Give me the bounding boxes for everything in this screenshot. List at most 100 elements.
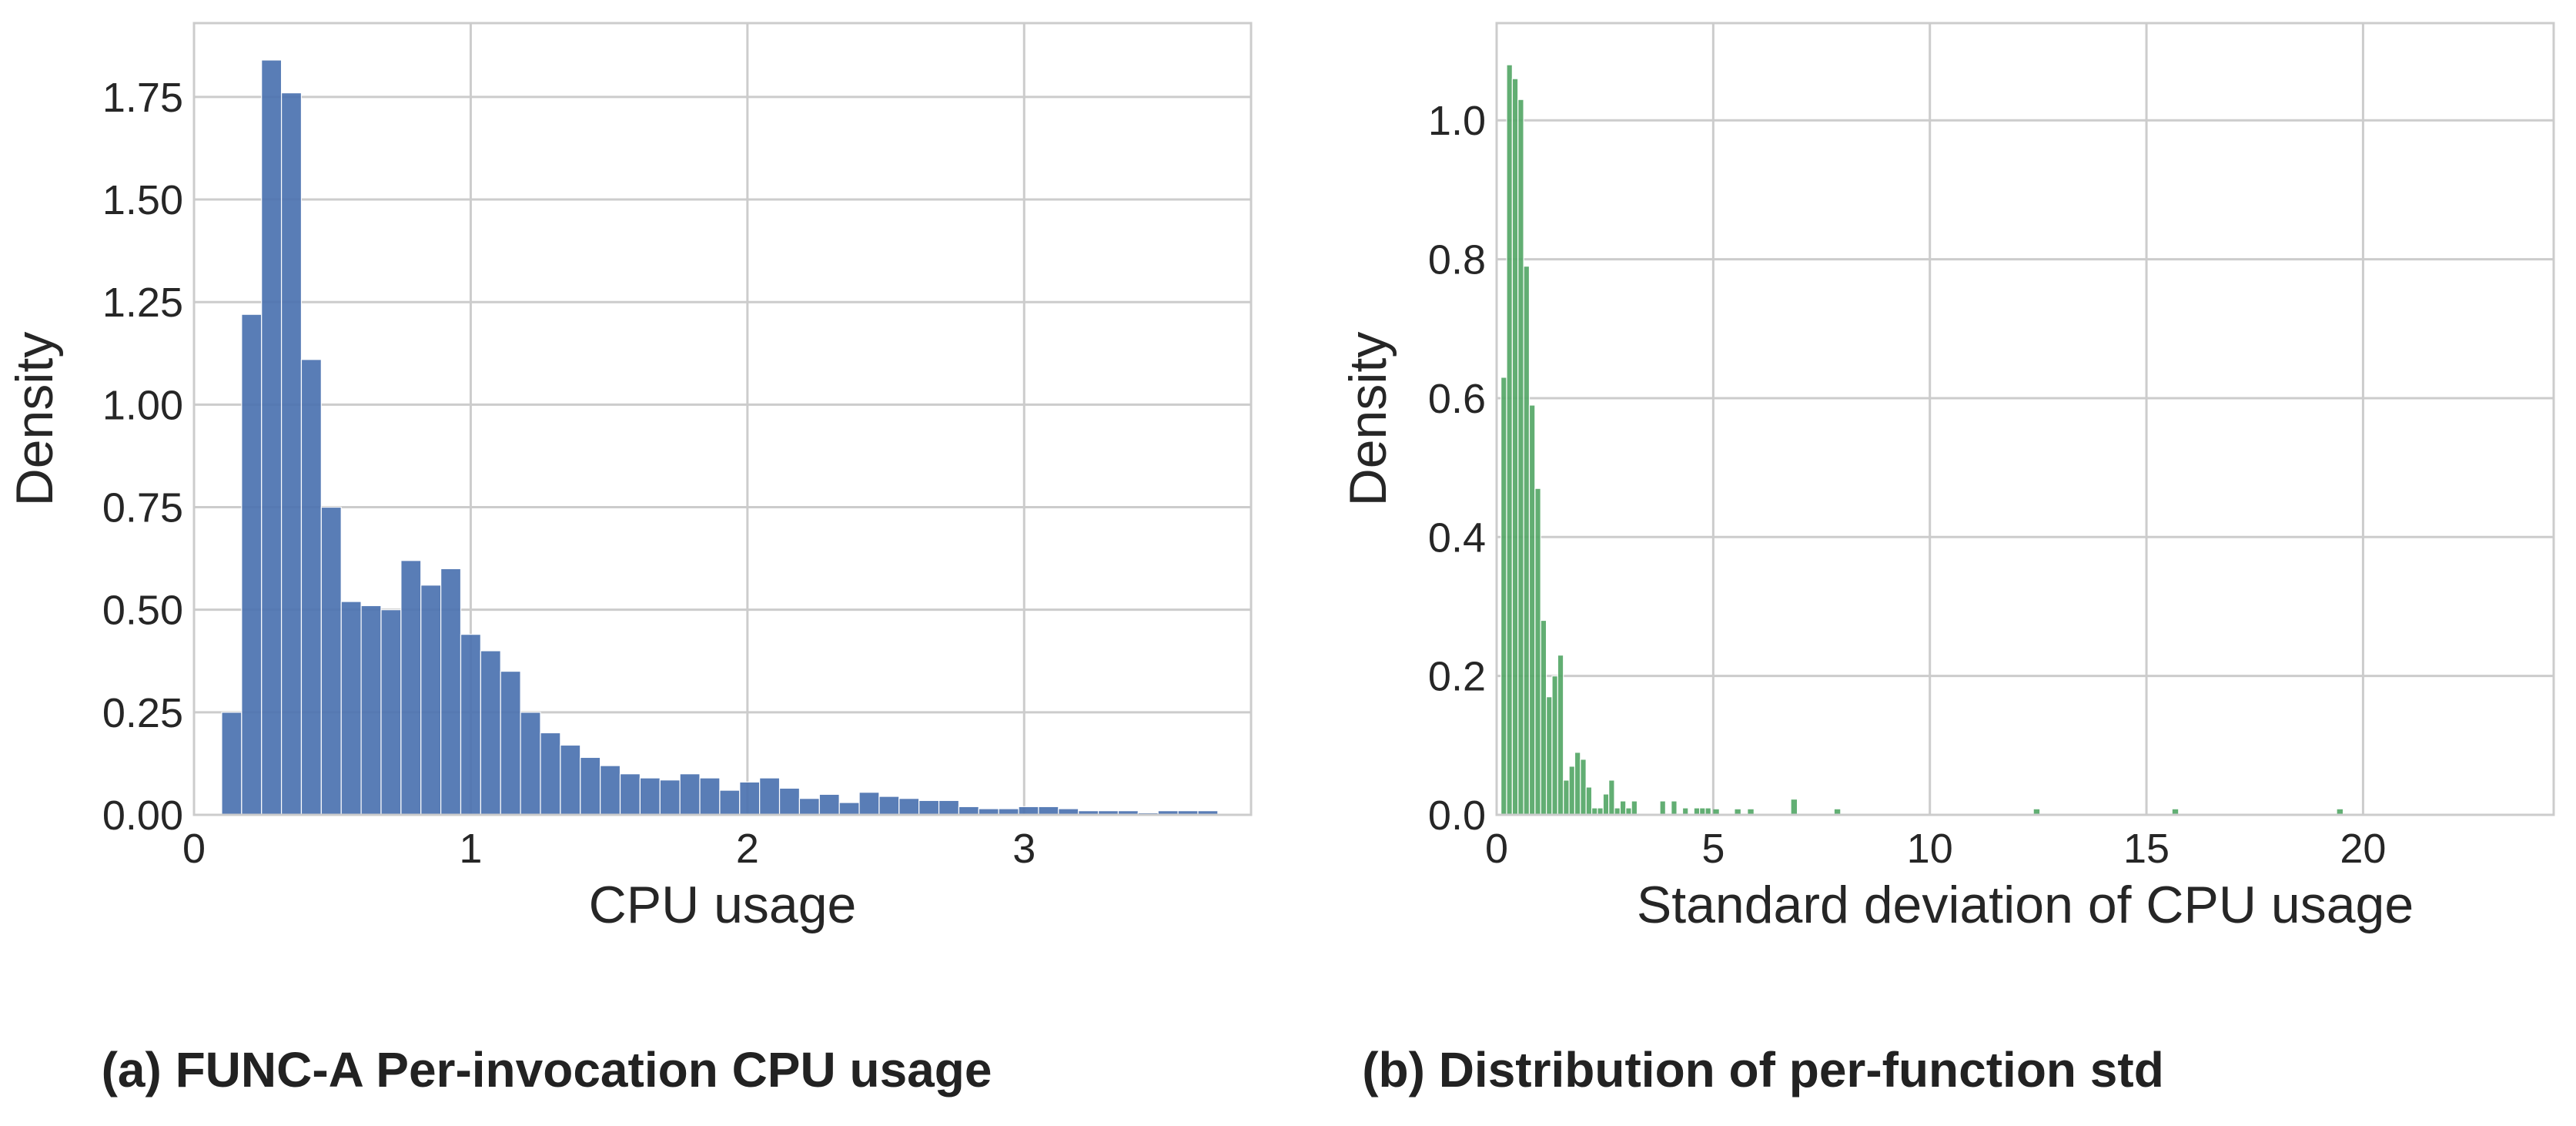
bar bbox=[639, 777, 661, 816]
x-tick-label: 0 bbox=[1485, 826, 1508, 872]
bar bbox=[699, 777, 721, 816]
y-tick-label: 1.75 bbox=[102, 75, 183, 121]
y-tick-label: 1.0 bbox=[1428, 98, 1486, 144]
bar bbox=[520, 712, 541, 816]
bar bbox=[739, 781, 761, 816]
bar bbox=[280, 92, 303, 816]
y-tick-label: 0.75 bbox=[102, 485, 183, 531]
bar bbox=[380, 609, 402, 816]
bar bbox=[480, 650, 501, 816]
x-tick-label: 1 bbox=[459, 826, 482, 872]
bar bbox=[360, 605, 382, 816]
bar bbox=[580, 756, 601, 816]
bar bbox=[759, 777, 781, 816]
bar bbox=[1563, 779, 1570, 816]
bar bbox=[1619, 800, 1627, 816]
bar bbox=[1557, 654, 1564, 816]
bar bbox=[958, 806, 979, 816]
bar bbox=[1580, 759, 1587, 816]
bar bbox=[1511, 78, 1519, 816]
bar bbox=[1713, 809, 1719, 815]
bar bbox=[261, 59, 283, 816]
x-tick-labels: 0 5 10 15 20 bbox=[1485, 826, 2386, 872]
bar bbox=[1038, 806, 1059, 816]
bar bbox=[500, 670, 521, 816]
bar bbox=[938, 799, 960, 816]
bar bbox=[1659, 800, 1666, 816]
bar bbox=[1551, 675, 1558, 816]
x-tick-label: 10 bbox=[1907, 826, 1953, 872]
caption-a: (a) FUNC-A Per-invocation CPU usage bbox=[101, 1042, 992, 1098]
plot-frame bbox=[1495, 22, 2555, 816]
bar bbox=[1602, 793, 1610, 816]
bar bbox=[1540, 619, 1547, 816]
bar bbox=[440, 568, 462, 816]
bar bbox=[1735, 809, 1741, 815]
bar bbox=[838, 802, 860, 816]
bar bbox=[1534, 488, 1541, 816]
bar bbox=[560, 744, 581, 816]
x-tick-label: 20 bbox=[2340, 826, 2386, 872]
bars bbox=[221, 59, 1219, 816]
y-tick-label: 0.6 bbox=[1428, 376, 1486, 422]
bar bbox=[679, 773, 701, 816]
y-tick-label: 0.50 bbox=[102, 588, 183, 634]
bar bbox=[1671, 800, 1678, 816]
caption-b: (b) Distribution of per-function std bbox=[1362, 1042, 2164, 1098]
bar bbox=[1500, 377, 1507, 816]
bar bbox=[878, 796, 900, 816]
bar bbox=[221, 712, 243, 816]
y-axis-label: Density bbox=[1339, 332, 1397, 507]
bar bbox=[1523, 266, 1531, 816]
plot-frame bbox=[192, 22, 1253, 816]
y-tick-labels: 0.0 0.2 0.4 0.6 0.8 1.0 bbox=[1428, 98, 1486, 839]
bar bbox=[2337, 809, 2343, 815]
bar bbox=[798, 798, 820, 816]
y-tick-label: 1.25 bbox=[102, 280, 183, 326]
x-tick-label: 5 bbox=[1701, 826, 1725, 872]
bar bbox=[420, 585, 442, 816]
y-tick-label: 0.4 bbox=[1428, 514, 1486, 561]
bar bbox=[540, 732, 561, 816]
grid bbox=[1495, 23, 2554, 816]
y-tick-label: 0.0 bbox=[1428, 793, 1486, 839]
bar bbox=[659, 779, 681, 816]
y-tick-label: 0.25 bbox=[102, 690, 183, 736]
bar bbox=[400, 560, 422, 816]
bar bbox=[1506, 64, 1513, 816]
bar bbox=[600, 765, 621, 816]
y-tick-label: 1.50 bbox=[102, 177, 183, 223]
y-tick-label: 1.00 bbox=[102, 382, 183, 428]
bar bbox=[1834, 809, 1841, 815]
bar bbox=[619, 773, 641, 816]
x-axis-label: CPU usage bbox=[589, 876, 857, 934]
bar bbox=[1545, 696, 1553, 816]
bar bbox=[1608, 779, 1615, 816]
bar bbox=[1568, 766, 1576, 816]
bar bbox=[918, 799, 940, 816]
x-tick-label: 3 bbox=[1012, 826, 1035, 872]
x-tick-label: 15 bbox=[2123, 826, 2170, 872]
x-tick-label: 2 bbox=[736, 826, 759, 872]
bar bbox=[1018, 806, 1039, 816]
x-tick-labels: 0 1 2 3 bbox=[182, 826, 1035, 872]
bar bbox=[2033, 809, 2040, 815]
y-axis-label: Density bbox=[5, 332, 64, 507]
bar bbox=[778, 787, 801, 816]
y-tick-label: 0.00 bbox=[102, 793, 183, 839]
bar bbox=[300, 359, 322, 816]
x-tick-label: 0 bbox=[182, 826, 206, 872]
y-tick-label: 0.8 bbox=[1428, 237, 1486, 283]
bars bbox=[1500, 64, 2343, 816]
bar bbox=[1528, 404, 1536, 816]
bar bbox=[1748, 809, 1754, 815]
bar bbox=[241, 313, 263, 816]
y-tick-label: 0.2 bbox=[1428, 654, 1486, 700]
chart-panel-b: 0 5 10 15 20 0.0 0.2 0.4 0.6 0.8 1.0 Standard devia… bbox=[1339, 22, 2555, 934]
bar bbox=[460, 634, 481, 816]
x-axis-label: Standard deviation of CPU usage bbox=[1637, 876, 2414, 934]
chart-panel-a: 0 1 2 3 0.00 0.25 0.50 0.75 1.00 1.25 1.50 1.75 CPU … bbox=[5, 22, 1253, 934]
bar bbox=[719, 789, 741, 816]
bar bbox=[1631, 800, 1638, 816]
